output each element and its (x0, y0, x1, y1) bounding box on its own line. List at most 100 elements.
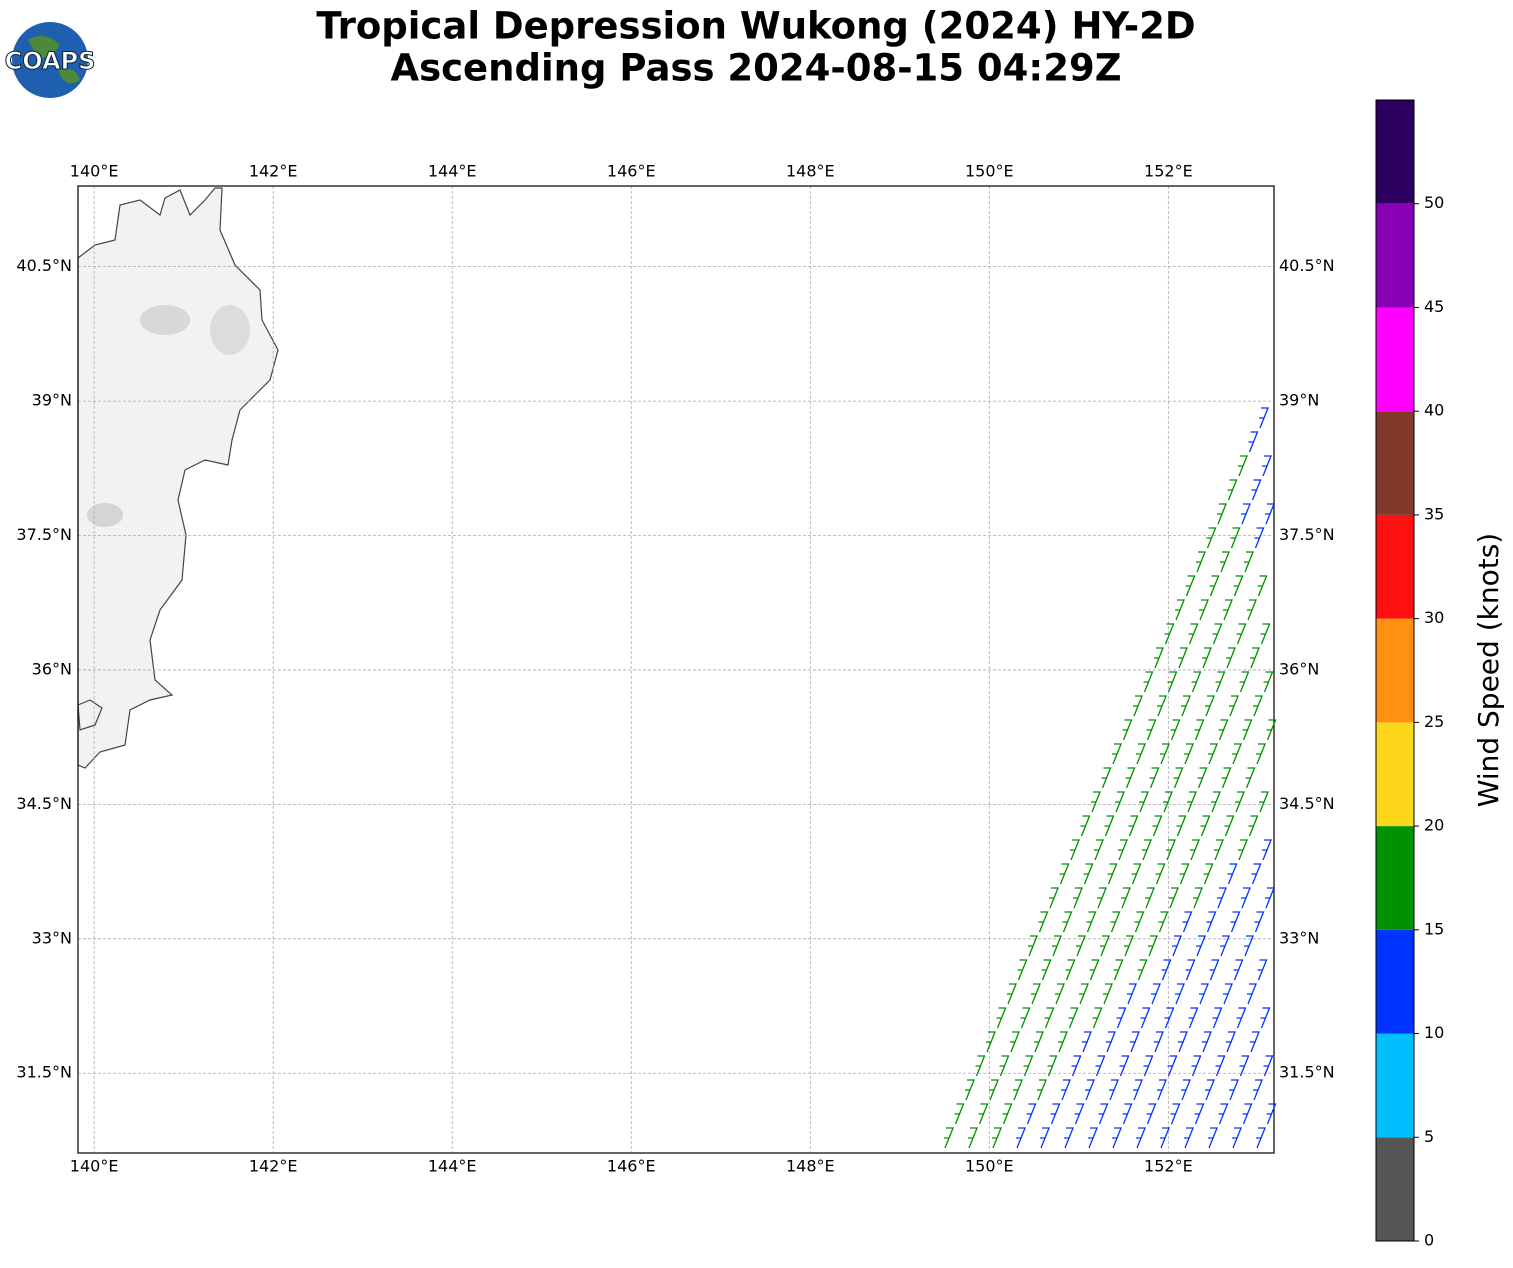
wind-barb (1139, 791, 1149, 813)
wind-barb (1080, 815, 1091, 837)
wind-barb (1256, 743, 1266, 765)
wind-barb (1265, 503, 1275, 525)
wind-barb (1202, 647, 1212, 669)
wind-barb (1133, 1079, 1143, 1101)
wind-barb (989, 1079, 999, 1101)
wind-barb (1079, 983, 1089, 1005)
wind-barb (1049, 887, 1059, 909)
logo: COAPS (4, 22, 96, 98)
wind-barb (1112, 743, 1122, 765)
y-tick-label: 36°N (1279, 659, 1319, 678)
wind-barb (1259, 791, 1269, 813)
wind-barb (1181, 695, 1191, 717)
wind-barb (1155, 863, 1166, 885)
wind-barb (1059, 863, 1070, 885)
wind-barb (1109, 1079, 1119, 1101)
wind-barb (1073, 887, 1083, 909)
wind-barb (1227, 863, 1238, 885)
wind-barb (1208, 743, 1218, 765)
wind-barb (1206, 911, 1217, 933)
wind-barb (1170, 719, 1181, 741)
wind-barb (1154, 1031, 1164, 1053)
y-tick-label: 31.5°N (16, 1063, 72, 1082)
wind-barb (1007, 983, 1017, 1005)
colorbar-segment (1376, 618, 1414, 723)
wind-barb (1125, 767, 1136, 789)
wind-barb (1058, 1031, 1068, 1053)
wind-barb (978, 1103, 989, 1125)
wind-barb (1248, 815, 1259, 837)
wind-barb (1250, 647, 1260, 669)
wind-barb (1188, 1007, 1199, 1029)
wind-barb (1055, 983, 1065, 1005)
y-tick-label: 34.5°N (1279, 794, 1335, 813)
wind-barb (1227, 479, 1238, 501)
wind-barb (1254, 911, 1265, 933)
x-tick-label: 140°E (70, 162, 119, 181)
colorbar-segment (1376, 826, 1414, 930)
wind-barb (1176, 815, 1187, 837)
wind-barb (1163, 791, 1173, 813)
wind-barb (1178, 1031, 1188, 1053)
wind-barb (954, 1103, 965, 1125)
wind-barb (1217, 503, 1227, 525)
wind-barb (965, 1079, 975, 1101)
wind-barb (1239, 671, 1250, 693)
colorbar-tick-label: 30 (1424, 608, 1444, 627)
wind-barb (1013, 1079, 1023, 1101)
wind-barb (1172, 935, 1182, 957)
wind-barb (1094, 839, 1104, 861)
x-tick-label: 144°E (428, 1157, 477, 1176)
wind-barb (1190, 839, 1200, 861)
wind-barb (968, 1127, 978, 1149)
wind-barb (1238, 455, 1248, 477)
wind-barb (1194, 719, 1205, 741)
wind-barb (1182, 911, 1193, 933)
wind-barb (1061, 1079, 1071, 1101)
wind-barb (1050, 1103, 1061, 1125)
wind-barb (1026, 1103, 1037, 1125)
wind-barb (1095, 1055, 1106, 1077)
x-tick-label: 140°E (70, 1157, 119, 1176)
wind-barb (1256, 1127, 1266, 1149)
wind-barb (1106, 1031, 1116, 1053)
wind-barb (1220, 935, 1230, 957)
wind-barb (1184, 1127, 1194, 1149)
wind-barb (1145, 887, 1155, 909)
wind-barb (1196, 551, 1206, 573)
wind-barb (1175, 599, 1185, 621)
colorbar-tick-label: 25 (1424, 712, 1444, 731)
wind-barb (1101, 767, 1112, 789)
wind-barb (1205, 695, 1215, 717)
wind-barb (1074, 1103, 1085, 1125)
wind-barb (1199, 983, 1209, 1005)
colorbar-tick-label: 20 (1424, 816, 1444, 835)
wind-barb (1016, 1127, 1026, 1149)
x-tick-label: 152°E (1144, 162, 1193, 181)
colorbar-segment (1376, 1033, 1414, 1138)
wind-barb (1113, 959, 1124, 981)
y-tick-label: 33°N (1279, 928, 1319, 947)
wind-barb (1161, 959, 1172, 981)
wind-barb (1236, 1007, 1247, 1029)
wind-barb (1152, 815, 1163, 837)
logo-text: COAPS (5, 47, 96, 75)
wind-barb (1215, 671, 1226, 693)
wind-barb (1110, 911, 1121, 933)
wind-barb (996, 1007, 1007, 1029)
y-tick-label: 33°N (32, 928, 72, 947)
wind-barb (1220, 551, 1230, 573)
wind-barb (1097, 887, 1107, 909)
y-tick-label: 36°N (32, 659, 72, 678)
wind-barb (1263, 1055, 1274, 1077)
wind-barb (1197, 767, 1208, 789)
wind-barb (1167, 1055, 1178, 1077)
wind-barb (1047, 1055, 1058, 1077)
terrain (140, 305, 190, 335)
wind-barb (1212, 623, 1223, 645)
wind-barb (1092, 1007, 1103, 1029)
wind-barb (1206, 527, 1217, 549)
colorbar-segment (1376, 100, 1414, 204)
land (77, 187, 279, 769)
x-tick-label: 150°E (965, 162, 1014, 181)
